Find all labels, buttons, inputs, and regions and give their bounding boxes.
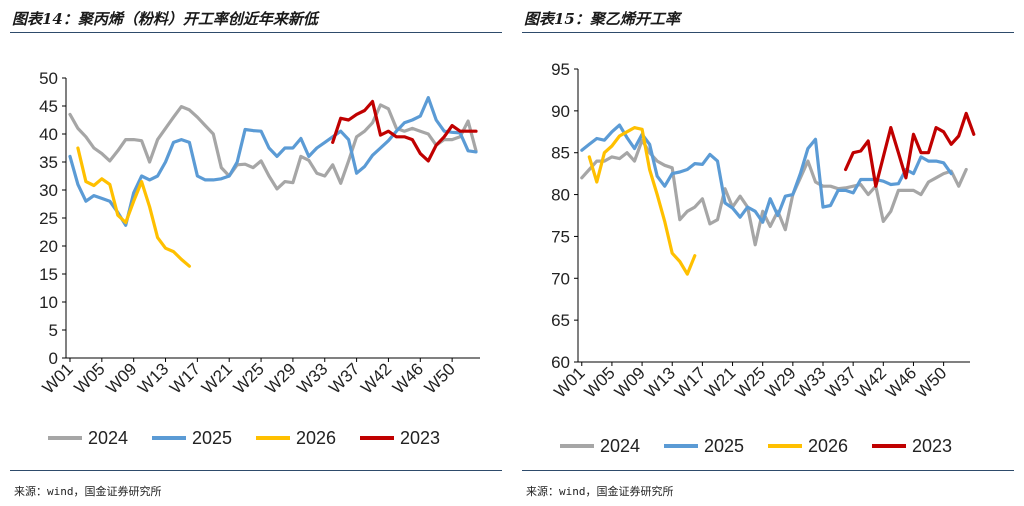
x-tick-label: W05	[581, 363, 619, 401]
chart-panel-pe: 图表15：聚乙烯开工率 60 65 70 75 80 85 90 95 W01 W05 W09 W13…	[512, 0, 1024, 506]
legend-label-2026: 2026	[808, 436, 848, 456]
y-tick-label: 5	[49, 321, 58, 340]
y-tick-label: 40	[39, 125, 58, 144]
chart-title: 图表15：聚乙烯开工率	[524, 10, 680, 28]
pp-operating-rate-chart: 05101520253035404550W01W05W09W13W17W21W2…	[39, 69, 480, 448]
y-tick-label: 35	[39, 153, 58, 172]
series-line-2024	[68, 103, 478, 191]
chart-title: 图表14：聚丙烯（粉料）开工率创近年来新低	[12, 10, 318, 28]
y-tick-label: 15	[39, 265, 58, 284]
source-note: 来源：wind，国金证券研究所	[526, 485, 674, 498]
series-2026	[76, 146, 191, 268]
series-line-2026	[76, 146, 191, 268]
title-rule	[10, 32, 502, 33]
x-tick-label: W46	[882, 363, 920, 401]
legend-label-2026: 2026	[296, 428, 336, 448]
y-tick-label: 75	[551, 227, 570, 246]
series-2023	[331, 99, 478, 163]
x-tick-label: W42	[357, 359, 395, 397]
y-tick-label: 20	[39, 237, 58, 256]
x-tick-label: W13	[134, 359, 172, 397]
legend: 2024 2025 2026 2023	[48, 428, 440, 448]
legend-label-2025: 2025	[704, 436, 744, 456]
title-rule	[522, 32, 1014, 33]
pe-operating-rate-chart: 6065707580859095W01W05W09W13W17W21W25W29…	[550, 60, 976, 456]
y-tick-label: 70	[551, 269, 570, 288]
legend-label-2025: 2025	[192, 428, 232, 448]
x-tick-label: W29	[262, 359, 300, 397]
x-tick-label: W01	[39, 359, 77, 397]
series-2026	[587, 125, 697, 276]
y-tick-label: 10	[39, 293, 58, 312]
y-tick-label: 30	[39, 181, 58, 200]
series-line-2025	[68, 95, 478, 227]
x-tick-label: W33	[293, 359, 331, 397]
series-2024	[68, 103, 478, 191]
x-tick-label: W09	[611, 363, 649, 401]
x-tick-label: W21	[198, 359, 236, 397]
x-tick-label: W25	[230, 359, 268, 397]
series-line-2023	[331, 99, 478, 163]
x-tick-label: W05	[70, 359, 108, 397]
y-tick-label: 45	[39, 97, 58, 116]
x-tick-label: W25	[731, 363, 769, 401]
x-tick-label: W42	[852, 363, 890, 401]
x-tick-label: W17	[671, 363, 709, 401]
series-line-2026	[587, 125, 697, 276]
series-line-2023	[844, 111, 976, 188]
x-tick-label: W50	[421, 359, 459, 397]
legend: 2024 2025 2026 2023	[560, 436, 952, 456]
source-rule	[522, 470, 1014, 471]
series-2025	[68, 95, 478, 227]
x-tick-label: W29	[762, 363, 800, 401]
y-tick-label: 50	[39, 69, 58, 88]
x-tick-label: W13	[641, 363, 679, 401]
y-tick-label: 25	[39, 209, 58, 228]
x-tick-label: W37	[325, 359, 363, 397]
legend-label-2024: 2024	[600, 436, 640, 456]
source-note: 来源：wind，国金证券研究所	[14, 485, 162, 498]
legend-label-2024: 2024	[88, 428, 128, 448]
y-tick-label: 90	[551, 102, 570, 121]
y-tick-label: 0	[49, 349, 58, 368]
x-tick-label: W37	[822, 363, 860, 401]
x-tick-label: W33	[792, 363, 830, 401]
x-tick-label: W21	[701, 363, 739, 401]
x-tick-label: W46	[389, 359, 427, 397]
legend-label-2023: 2023	[912, 436, 952, 456]
y-tick-label: 95	[551, 60, 570, 79]
x-tick-label: W09	[102, 359, 140, 397]
x-tick-label: W17	[166, 359, 204, 397]
y-tick-label: 85	[551, 144, 570, 163]
chart-panel-pp: 图表14：聚丙烯（粉料）开工率创近年来新低 0 5 10 15 20 25 30 35 40 45…	[10, 10, 502, 498]
series-2023	[844, 111, 976, 188]
legend-label-2023: 2023	[400, 428, 440, 448]
x-tick-label: W50	[912, 363, 950, 401]
y-tick-label: 60	[551, 353, 570, 372]
source-rule	[10, 470, 502, 471]
y-tick-label: 80	[551, 186, 570, 205]
y-tick-label: 65	[551, 311, 570, 330]
